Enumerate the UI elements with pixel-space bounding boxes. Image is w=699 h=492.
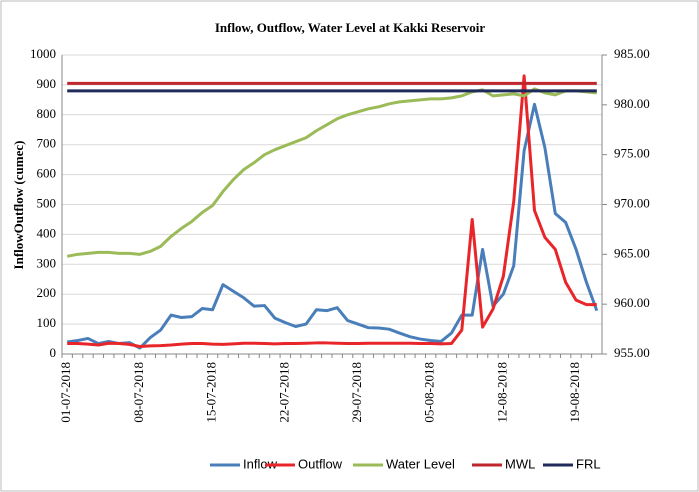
y2-tick-label: 955.00 [614, 345, 650, 360]
y2-tick-label: 960.00 [614, 295, 650, 310]
y-tick-label: 800 [37, 106, 57, 121]
y-tick-label: 300 [37, 255, 57, 270]
y-axis-label: InflowOutflow (cumec) [11, 141, 26, 270]
chart-title: Inflow, Outflow, Water Level at Kakki Re… [215, 20, 486, 35]
series-line [67, 74, 597, 349]
y2-tick-label: 975.00 [614, 146, 650, 161]
y-tick-label: 700 [37, 136, 57, 151]
x-tick-label: 19-08-2018 [567, 362, 582, 423]
x-tick-label: 29-07-2018 [349, 362, 364, 423]
y-tick-label: 600 [37, 166, 57, 181]
legend-label: Water Level [386, 456, 455, 471]
y2-tick-label: 980.00 [614, 96, 650, 111]
y-tick-label: 200 [37, 285, 57, 300]
legend-label: Inflow [243, 456, 278, 471]
x-tick-label: 22-07-2018 [276, 362, 291, 423]
legend-label: MWL [505, 456, 535, 471]
x-tick-label: 08-07-2018 [131, 362, 146, 423]
legend-label: FRL [576, 456, 601, 471]
y-tick-label: 0 [50, 345, 57, 360]
y2-tick-label: 985.00 [614, 46, 650, 61]
y-tick-label: 900 [37, 76, 57, 91]
x-tick-label: 15-07-2018 [204, 362, 219, 423]
y2-tick-label: 970.00 [614, 195, 650, 210]
series-line [66, 102, 599, 350]
x-tick-label: 01-07-2018 [58, 362, 73, 423]
y2-tick-label: 965.00 [614, 245, 650, 260]
x-tick-label: 05-08-2018 [422, 362, 437, 423]
legend-label: Outflow [298, 456, 343, 471]
x-tick-label: 12-08-2018 [494, 362, 509, 423]
series-line [66, 87, 597, 258]
y-tick-label: 100 [37, 315, 57, 330]
y-tick-label: 400 [37, 225, 57, 240]
y-tick-label: 1000 [30, 46, 56, 61]
y-tick-label: 500 [37, 195, 57, 210]
